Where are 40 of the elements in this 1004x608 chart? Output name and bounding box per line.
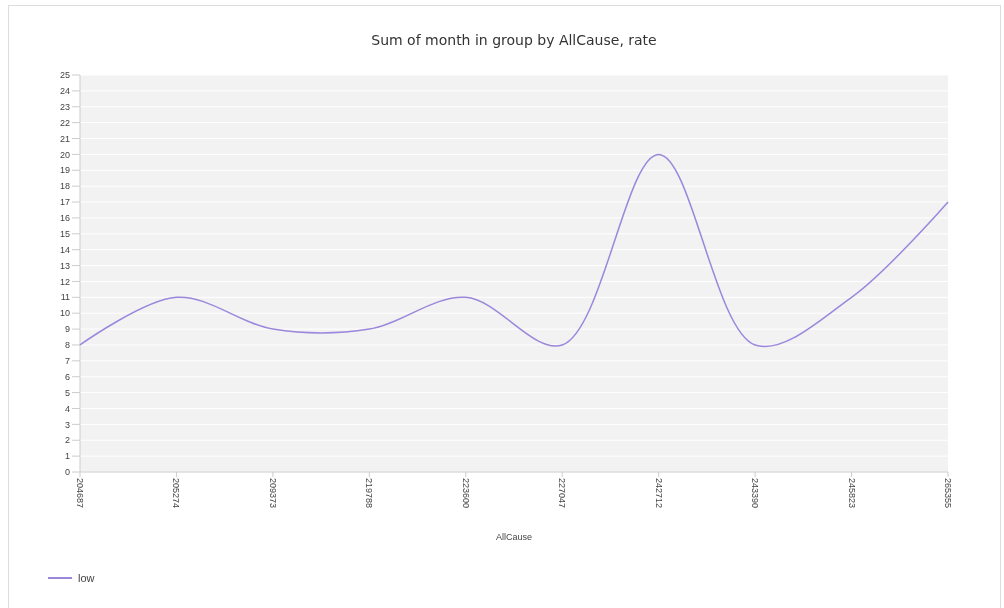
- y-tick-label: 17: [59, 197, 70, 208]
- y-tick-label: 11: [60, 292, 70, 303]
- chart-title: Sum of month in group by AllCause, rate: [371, 32, 657, 48]
- x-tick-label: 265355: [943, 478, 953, 509]
- y-tick-label: 21: [59, 133, 70, 144]
- y-tick-label: 15: [59, 228, 70, 239]
- y-tick-label: 2: [64, 435, 70, 446]
- y-tick-label: 14: [59, 244, 70, 255]
- y-tick-label: 7: [64, 355, 70, 366]
- y-tick-label: 9: [64, 324, 70, 335]
- x-tick-label: 219788: [364, 478, 375, 509]
- y-tick-label: 12: [59, 276, 70, 287]
- x-tick-label: 245823: [846, 478, 857, 509]
- y-tick-label: 3: [64, 419, 70, 430]
- y-tick-label: 1: [64, 451, 70, 462]
- y-tick-label: 16: [59, 213, 70, 224]
- x-tick-label: 205274: [171, 478, 182, 509]
- x-tick-label: 209373: [267, 478, 278, 509]
- x-tick-label: 227047: [557, 478, 568, 509]
- y-tick-label: 18: [59, 181, 70, 192]
- y-tick-label: 5: [64, 387, 70, 398]
- y-tick-label: 10: [59, 308, 70, 319]
- y-tick-label: 20: [59, 149, 70, 160]
- x-tick-label: 204687: [75, 478, 85, 509]
- x-tick-label: 243390: [750, 478, 761, 509]
- y-tick-label: 4: [64, 403, 70, 414]
- line-series: [79, 153, 949, 347]
- x-axis-title: AllCause: [495, 532, 533, 542]
- y-tick-label: 25: [59, 70, 70, 81]
- y-tick-label: 8: [64, 340, 70, 351]
- y-tick-label: 19: [59, 165, 70, 176]
- y-tick-label: 13: [59, 260, 70, 271]
- y-tick-label: 6: [64, 371, 70, 382]
- y-tick-label: 24: [59, 86, 70, 97]
- y-tick-label: 0: [64, 467, 70, 478]
- x-tick-label: 223600: [460, 478, 471, 509]
- x-tick-label: 242712: [653, 478, 664, 509]
- legend-label: low: [78, 571, 95, 584]
- y-tick-label: 23: [59, 101, 70, 112]
- y-tick-label: 22: [59, 117, 70, 128]
